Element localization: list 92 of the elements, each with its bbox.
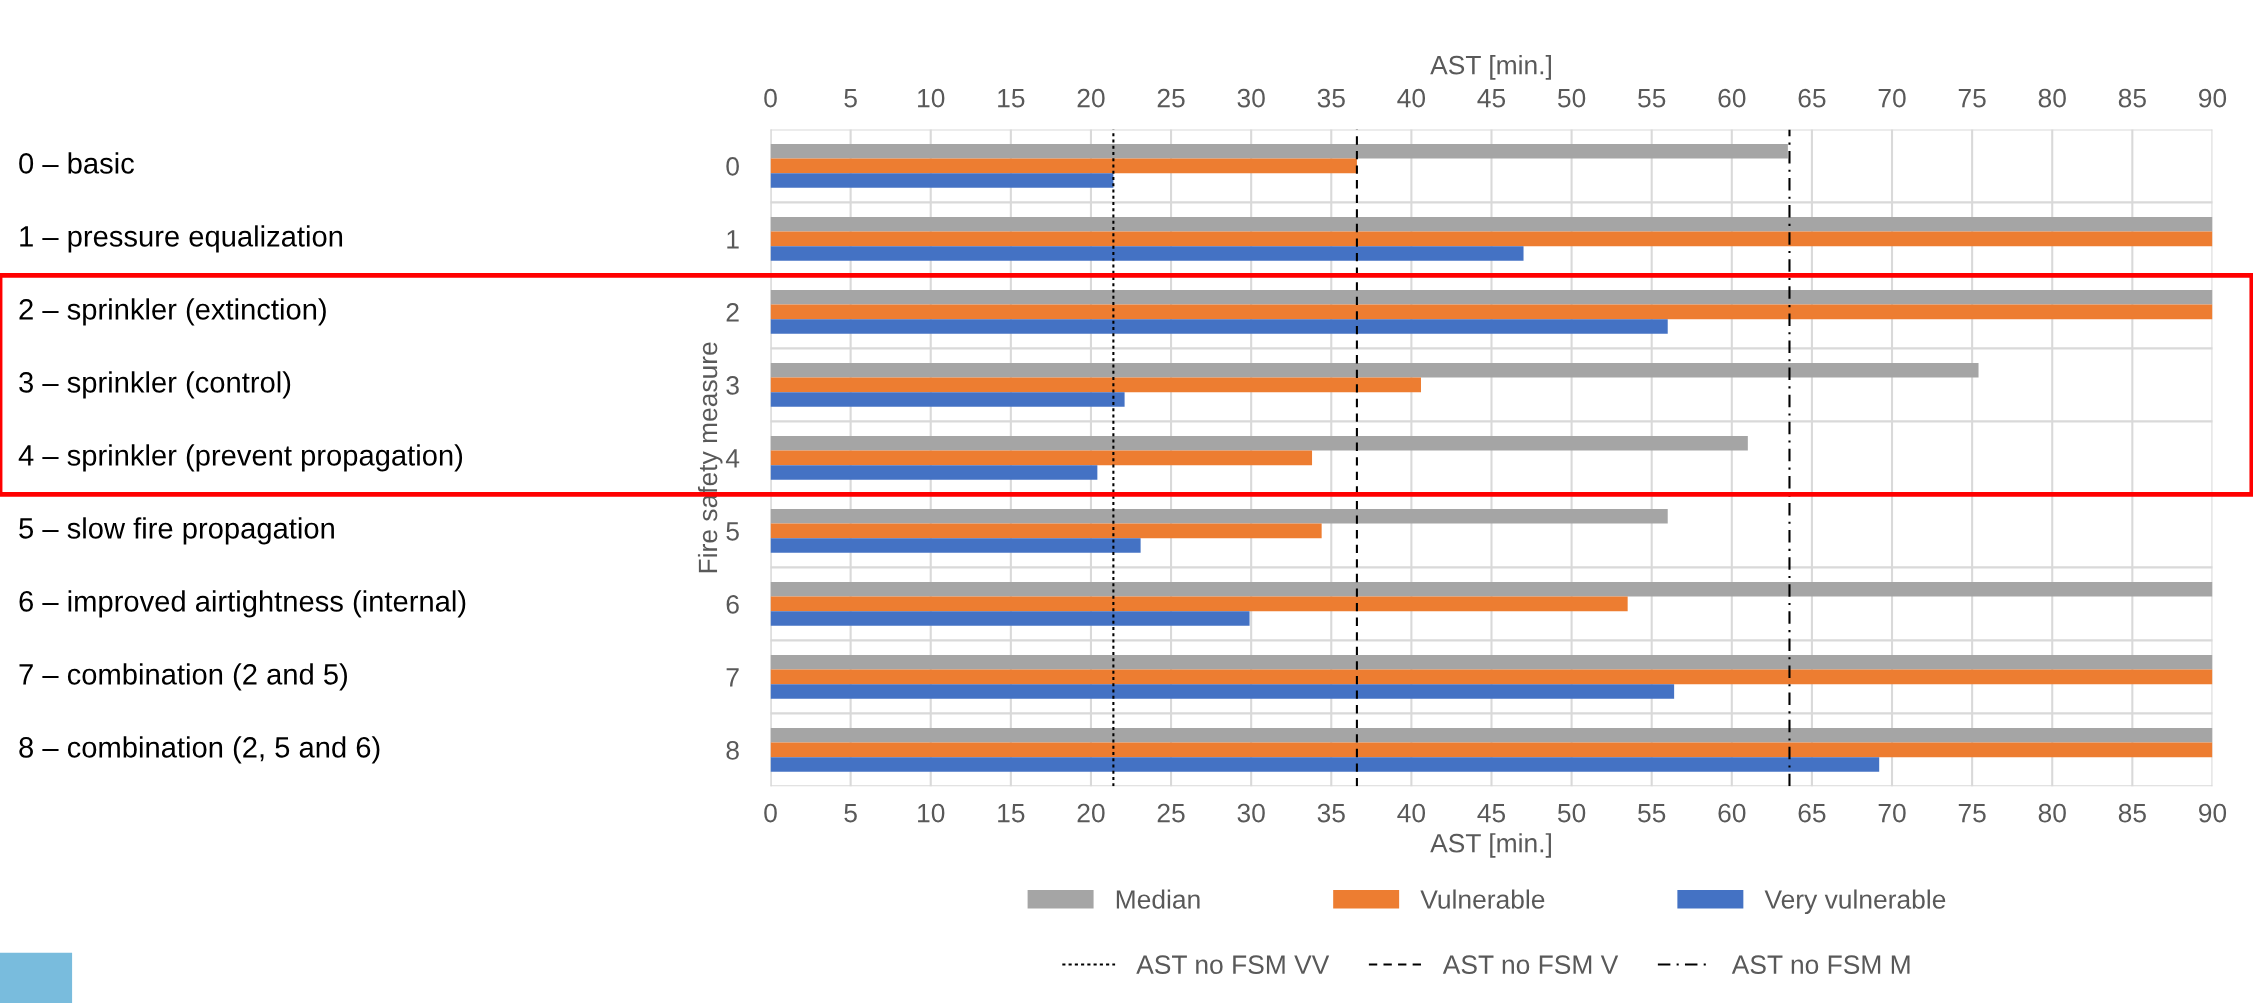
bar <box>770 143 1788 159</box>
text: 0 – basic <box>19 152 134 174</box>
legend-label: Vulnerable <box>1420 889 1545 909</box>
text: 6 – improved airtightness (internal) <box>19 590 466 618</box>
x-tick-label: 5 <box>844 803 857 823</box>
x2-tick-label: 40 <box>1397 88 1426 108</box>
y-axis-title: Fire safety measure <box>697 342 723 573</box>
x2-tick-label: 70 <box>1878 88 1906 108</box>
x2-tick-label: 35 <box>1317 88 1345 108</box>
bar <box>770 727 2213 743</box>
x-tick-label: 25 <box>1157 803 1185 823</box>
bar <box>770 435 1748 451</box>
text: 2 – sprinkler (extinction) <box>19 298 326 326</box>
x2-tick-label: 5 <box>844 89 857 108</box>
x-tick-label: 55 <box>1638 803 1666 823</box>
x-tick-label: 35 <box>1317 803 1345 823</box>
x2-tick-label: 15 <box>998 89 1025 108</box>
x2-tick-label: 55 <box>1638 89 1666 108</box>
x-tick-label: 65 <box>1798 803 1826 823</box>
x2-tick-label: 60 <box>1718 88 1746 108</box>
text: 8 – combination (2, 5 and 6) <box>19 736 380 764</box>
y-tick-label: 3 <box>726 376 739 395</box>
text: 7 – combination (2 and 5) <box>19 663 347 691</box>
bar <box>770 581 2213 597</box>
bar <box>770 246 1524 261</box>
bar <box>770 158 1357 174</box>
bar <box>770 377 1421 393</box>
text: 5 – slow fire propagation <box>19 517 334 545</box>
bar <box>770 231 2213 247</box>
x2-tick-label: 10 <box>918 88 945 108</box>
x2-tick-label: 30 <box>1237 88 1265 108</box>
x2-tick-label: 65 <box>1798 88 1826 108</box>
x2-tick-label: 0 <box>764 88 777 108</box>
bar <box>770 684 1675 699</box>
x-tick-label: 20 <box>1077 803 1105 823</box>
x2-tick-label: 25 <box>1157 88 1185 108</box>
x2-axis-title: AST [min.] <box>1430 55 1551 80</box>
y-tick-label: 2 <box>726 303 739 322</box>
bar <box>770 450 1313 466</box>
x2-tick-label: 50 <box>1557 88 1586 108</box>
y-tick-label: 7 <box>726 668 739 687</box>
x-tick-label: 30 <box>1237 803 1265 823</box>
bar <box>770 392 1125 407</box>
bar <box>770 216 2213 232</box>
x-tick-label: 45 <box>1477 803 1506 823</box>
text: 4 – sprinkler (prevent propagation) <box>18 444 463 472</box>
x2-tick-label: 80 <box>2038 88 2066 108</box>
bar <box>770 538 1141 553</box>
legend-label: AST no FSM V <box>1442 955 1619 975</box>
x2-tick-label: 45 <box>1477 89 1506 108</box>
text: 3 – sprinkler (control) <box>19 371 291 399</box>
bar <box>770 596 1628 612</box>
bar <box>770 319 1668 334</box>
y-tick-label: 1 <box>727 230 739 249</box>
x2-tick-label: 85 <box>2118 88 2146 108</box>
x-tick-label: 90 <box>2199 803 2227 823</box>
text: 1 – pressure equalization <box>20 225 343 253</box>
y-tick-label: 8 <box>726 740 739 760</box>
bar <box>770 742 2213 758</box>
x-tick-label: 85 <box>2118 803 2146 823</box>
y-tick-label: 6 <box>726 595 739 614</box>
x2-tick-label: 20 <box>1077 88 1105 108</box>
x-tick-label: 10 <box>918 803 945 823</box>
bar <box>770 669 2213 685</box>
x-tick-label: 40 <box>1397 803 1426 823</box>
bar <box>770 173 1114 188</box>
legend-label: Median <box>1116 889 1200 909</box>
y-tick-label: 4 <box>725 449 740 468</box>
bar <box>770 523 1322 539</box>
bar <box>770 362 1979 378</box>
x-tick-label: 50 <box>1557 803 1586 823</box>
bar <box>770 757 1880 772</box>
x-axis-title: AST [min.] <box>1430 833 1551 858</box>
bar <box>770 508 1668 524</box>
x-tick-label: 75 <box>1958 803 1986 823</box>
legend-label: Very vulnerable <box>1764 889 1946 915</box>
bar <box>770 654 2213 670</box>
legend-label: AST no FSM VV <box>1136 955 1330 975</box>
legend-label: AST no FSM M <box>1731 955 1910 975</box>
bar <box>770 611 1250 626</box>
x-tick-label: 0 <box>764 803 777 823</box>
x-tick-label: 80 <box>2038 803 2066 823</box>
y-tick-label: 5 <box>726 522 739 541</box>
x2-tick-label: 90 <box>2199 88 2227 108</box>
x-tick-label: 70 <box>1878 803 1906 823</box>
bar <box>770 465 1098 480</box>
y-tick-label: 0 <box>726 157 739 176</box>
bar <box>770 304 2213 320</box>
x2-tick-label: 75 <box>1958 89 1986 108</box>
bar <box>770 289 2213 305</box>
x-tick-label: 60 <box>1718 803 1746 823</box>
x-tick-label: 15 <box>998 803 1025 823</box>
